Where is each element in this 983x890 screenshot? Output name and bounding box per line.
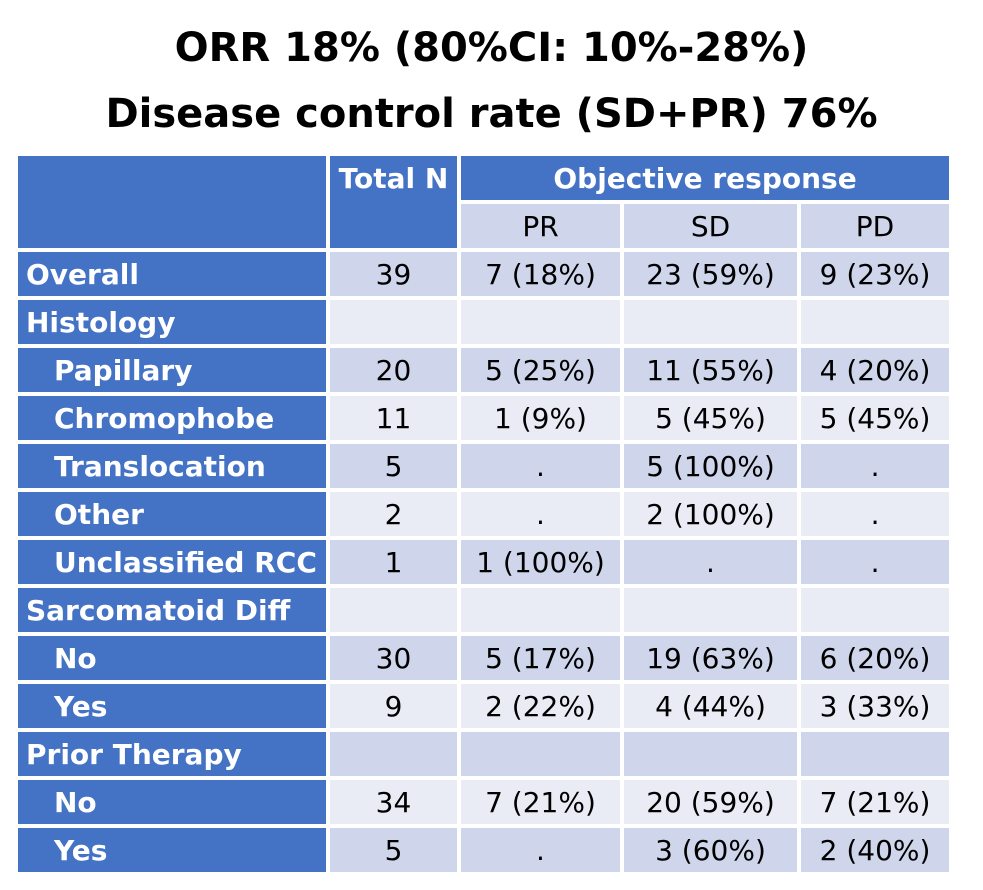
cell-n — [326, 728, 461, 780]
table-row: No 30 5 (17%) 19 (63%) 6 (20%) — [14, 632, 954, 684]
cell-n: 1 — [326, 536, 461, 588]
cell-sd: 11 (55%) — [620, 344, 801, 396]
cell-pd: . — [796, 536, 954, 588]
cell-pd: 3 (33%) — [796, 680, 954, 732]
row-label: Unclassified RCC — [14, 536, 330, 588]
cell-pd: 5 (45%) — [796, 392, 954, 444]
table-header-row: Total N Objective response — [14, 152, 954, 252]
cell-pr — [457, 296, 624, 348]
table-row: No 34 7 (21%) 20 (59%) 7 (21%) — [14, 776, 954, 828]
cell-n: 34 — [326, 776, 461, 828]
table-subheader-row: PR SD PD — [16, 200, 954, 252]
table-row: Chromophobe 11 1 (9%) 5 (45%) 5 (45%) — [14, 392, 954, 444]
cell-n: 2 — [326, 488, 461, 540]
table-row: Unclassified RCC 1 1 (100%).. — [14, 536, 954, 588]
row-label: Histology — [14, 296, 330, 348]
cell-pr — [457, 728, 624, 780]
table-row: Overall 39 7 (18%) 23 (59%) 9 (23%) — [14, 248, 954, 300]
row-label: Prior Therapy — [14, 728, 330, 780]
response-table: Total N Objective response PR SD PD Over… — [14, 152, 954, 876]
sd-header: SD — [620, 200, 801, 252]
cell-pd: 6 (20%) — [796, 632, 954, 684]
cell-pd — [796, 296, 954, 348]
cell-pd — [796, 584, 954, 636]
row-label: Overall — [14, 248, 330, 300]
cell-pr: 7 (18%) — [457, 248, 624, 300]
cell-pr: 5 (25%) — [457, 344, 624, 396]
cell-n: 11 — [326, 392, 461, 444]
table-row: Translocation 5. 5 (100%). — [14, 440, 954, 492]
row-label: No — [14, 632, 330, 684]
cell-pd: . — [796, 440, 954, 492]
cell-n: 39 — [326, 248, 461, 300]
cell-sd: . — [620, 536, 801, 588]
table-row: Prior Therapy — [14, 728, 954, 780]
cell-n — [326, 296, 461, 348]
cell-sd — [620, 296, 801, 348]
cell-sd: 4 (44%) — [620, 680, 801, 732]
cell-pr: 7 (21%) — [457, 776, 624, 828]
cell-pd: 9 (23%) — [796, 248, 954, 300]
cell-pr: 1 (9%) — [457, 392, 624, 444]
cell-n: 20 — [326, 344, 461, 396]
cell-pr — [457, 584, 624, 636]
table-row: Sarcomatoid Diff — [14, 584, 954, 636]
cell-pr: . — [457, 824, 624, 876]
cell-n: 5 — [326, 440, 461, 492]
cell-pr: . — [457, 440, 624, 492]
cell-pd: 7 (21%) — [796, 776, 954, 828]
row-label: Papillary — [14, 344, 330, 396]
row-label: Chromophobe — [14, 392, 330, 444]
cell-sd: 5 (45%) — [620, 392, 801, 444]
row-label: No — [14, 776, 330, 828]
cell-sd: 5 (100%) — [620, 440, 801, 492]
title-line-orr: ORR 18% (80%CI: 10%-28%) — [174, 25, 809, 71]
cell-sd: 20 (59%) — [620, 776, 801, 828]
row-label: Translocation — [14, 440, 330, 492]
cell-sd: 3 (60%) — [620, 824, 801, 876]
cell-n: 5 — [326, 824, 461, 876]
cell-n: 30 — [326, 632, 461, 684]
objective-response-header: Objective response — [456, 152, 954, 204]
table-row: Papillary 20 5 (25%) 11 (55%) 4 (20%) — [14, 344, 954, 396]
cell-sd — [620, 584, 801, 636]
row-label: Yes — [14, 680, 330, 732]
cell-pd: 4 (20%) — [796, 344, 954, 396]
table-row: Other 2. 2 (100%). — [14, 488, 954, 540]
cell-sd — [620, 728, 801, 780]
title-line-disease-control: Disease control rate (SD+PR) 76% — [105, 91, 878, 137]
cell-pd — [796, 728, 954, 780]
table-row: Yes 5. 3 (60%) 2 (40%) — [14, 824, 954, 876]
cell-pr: 1 (100%) — [457, 536, 624, 588]
row-label: Yes — [14, 824, 330, 876]
cell-pd: 2 (40%) — [796, 824, 954, 876]
cell-sd: 2 (100%) — [620, 488, 801, 540]
row-label: Sarcomatoid Diff — [14, 584, 330, 636]
table-row: Yes 9 2 (22%) 4 (44%) 3 (33%) — [14, 680, 954, 732]
cell-pr: . — [457, 488, 624, 540]
cell-pd: . — [796, 488, 954, 540]
cell-n: 9 — [326, 680, 461, 732]
cell-n — [326, 584, 461, 636]
table-row: Histology — [14, 296, 954, 348]
pr-header: PR — [457, 200, 624, 252]
corner-header-cell — [14, 152, 330, 252]
total-n-header: Total N — [326, 152, 461, 252]
row-label: Other — [14, 488, 330, 540]
cell-pr: 2 (22%) — [457, 680, 624, 732]
cell-sd: 19 (63%) — [620, 632, 801, 684]
cell-sd: 23 (59%) — [620, 248, 801, 300]
pd-header: PD — [796, 200, 954, 252]
cell-pr: 5 (17%) — [457, 632, 624, 684]
